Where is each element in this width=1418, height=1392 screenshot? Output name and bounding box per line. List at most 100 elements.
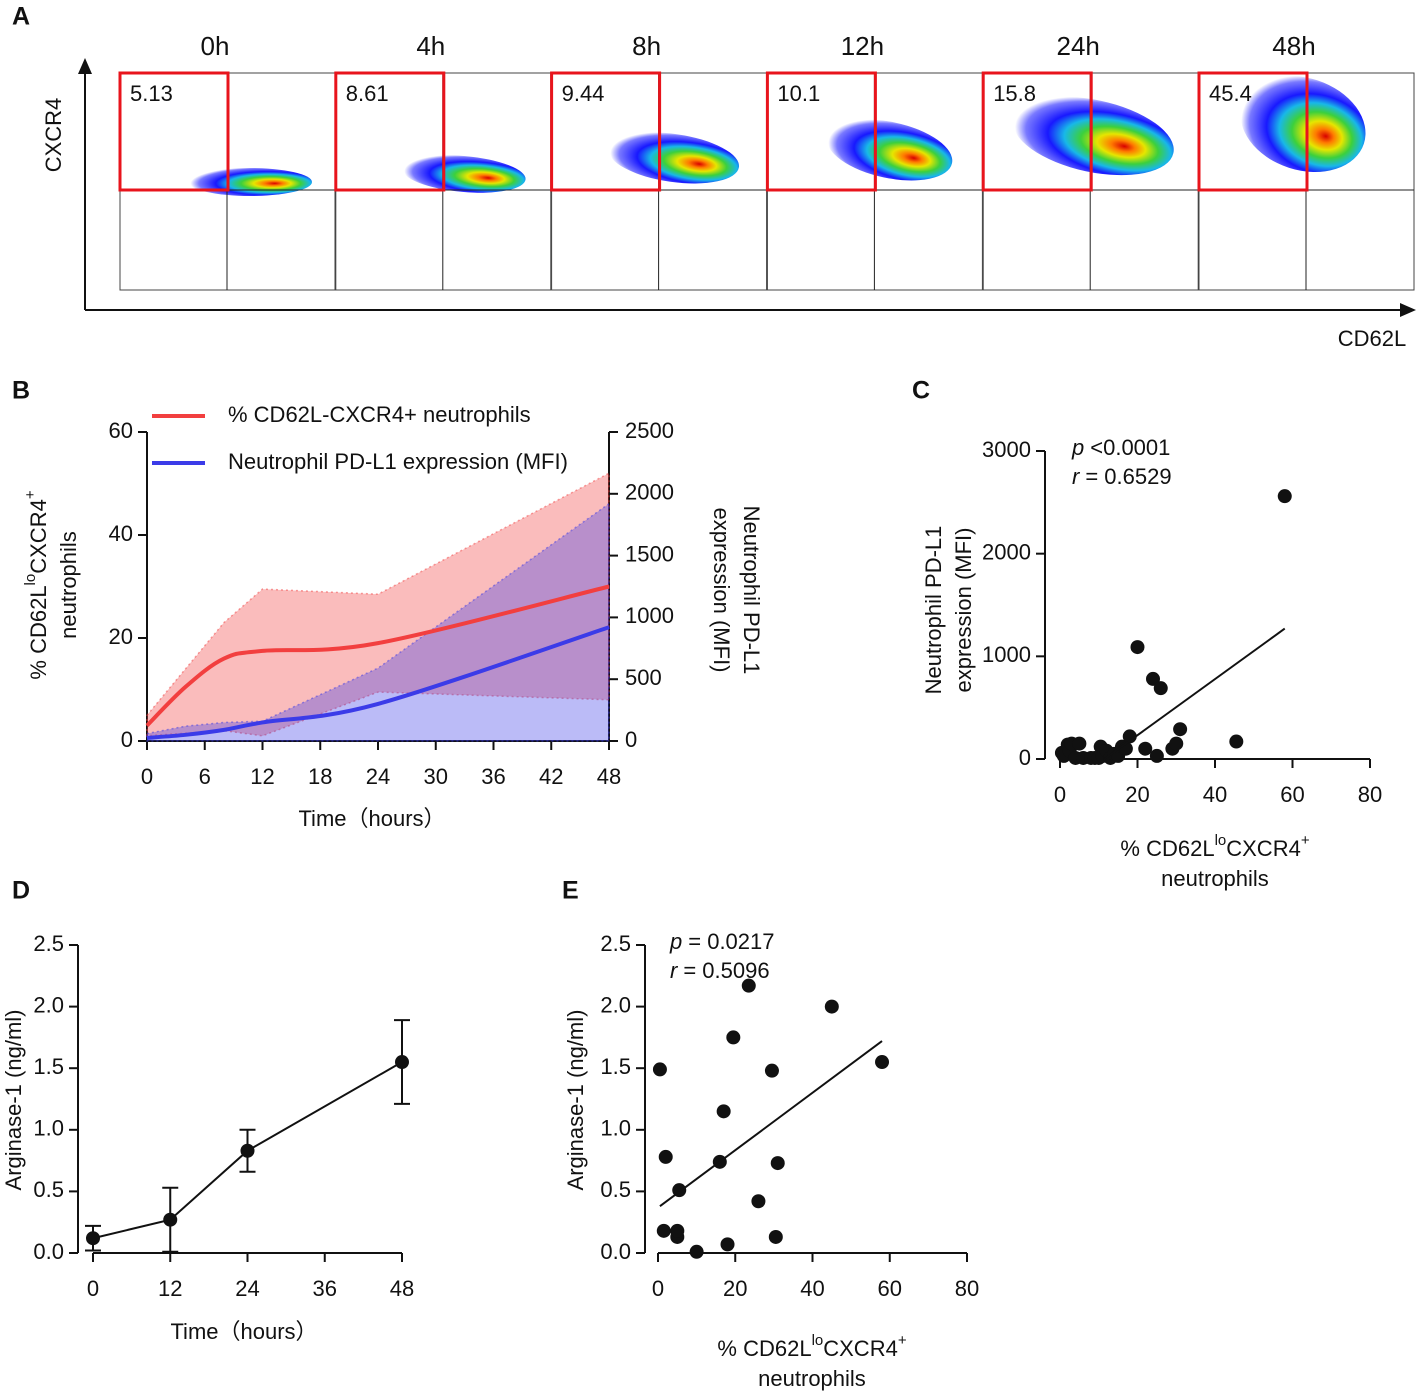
panel-label: C [912, 377, 930, 405]
axis-label-part: Neutrophil PD-L1 [739, 506, 764, 675]
y-tick-label: 1.0 [33, 1116, 64, 1141]
axis-label-group: CD62L [1338, 326, 1406, 351]
axis-label-part: neutrophils [56, 531, 81, 639]
data-point [1072, 736, 1087, 751]
data-point [689, 1244, 704, 1259]
data-point [1169, 736, 1184, 751]
x-tick-label: 20 [723, 1276, 747, 1301]
y2-tick-label: 500 [625, 665, 662, 690]
timepoint-title: 8h [632, 31, 661, 61]
x-tick-label: 60 [878, 1276, 902, 1301]
y-tick-label: 1.0 [600, 1116, 631, 1141]
axis-label-part: Arginase-1 (ng/ml) [1, 1010, 26, 1191]
axis-label-part: Arginase-1 (ng/ml) [563, 1010, 588, 1191]
axis-label-group: Arginase-1 (ng/ml) [1, 1010, 26, 1191]
y-tick-label: 2.5 [600, 931, 631, 956]
annotation-text: = 0.6529 [1085, 464, 1171, 489]
axis-label-group: % CD62LloCXCR4+ neutrophils [717, 1332, 906, 1390]
axis-label-part: neutrophils [758, 1366, 866, 1391]
x-tick-label: 30 [424, 764, 448, 789]
y2-tick-label: 2500 [625, 418, 674, 443]
x-tick-label: 0 [652, 1276, 664, 1301]
gate-percentage: 10.1 [777, 81, 820, 106]
cell-density [1240, 75, 1366, 173]
y-tick-label: 60 [109, 418, 133, 443]
legend-label: Neutrophil PD-L1 expression (MFI) [228, 449, 568, 474]
data-point [163, 1212, 178, 1227]
timepoint-title: 48h [1272, 31, 1315, 61]
annotation: p <0.0001 [1071, 435, 1170, 460]
timepoint-title: 4h [416, 31, 445, 61]
gate [550, 71, 662, 192]
axis-label-part: expression (MFI) [951, 527, 976, 692]
data-point [824, 999, 839, 1014]
axis-label-part: % CD62L [26, 585, 51, 679]
cell-density [1012, 96, 1174, 176]
annotation-text: = 0.0217 [688, 929, 774, 954]
gate [118, 71, 230, 192]
x-tick-label: 60 [1280, 782, 1304, 807]
x-tick-label: 36 [481, 764, 505, 789]
y-tick-label: 2.5 [33, 931, 64, 956]
annotation-stat: r [1072, 464, 1081, 489]
axis-label: expression (MFI) [709, 507, 734, 672]
gate-percentage: 5.13 [130, 81, 173, 106]
axis-label-part: CD62L [1338, 326, 1406, 351]
data-point [658, 1149, 673, 1164]
y-tick-label: 1.5 [33, 1054, 64, 1079]
data-point [1149, 748, 1164, 763]
axis-label-group: Arginase-1 (ng/ml) [563, 1010, 588, 1191]
axis-label: CD62L [1338, 326, 1406, 351]
axis-label-part: CXCR4 [823, 1336, 898, 1361]
axis-label-part: + [22, 490, 39, 499]
axis-label-part: % CD62L [1120, 836, 1214, 861]
axis-label: Time（hours） [170, 1319, 317, 1344]
axis-label: Arginase-1 (ng/ml) [1, 1010, 26, 1191]
panel-label: D [12, 877, 30, 905]
y-tick-label: 20 [109, 624, 133, 649]
data-point [1122, 729, 1137, 744]
gate [334, 71, 446, 192]
x-tick-label: 40 [800, 1276, 824, 1301]
y2-tick-label: 0 [625, 727, 637, 752]
y-tick-label: 40 [109, 521, 133, 546]
axis-label: expression (MFI) [951, 527, 976, 692]
x-tick-label: 0 [87, 1276, 99, 1301]
cell-density [826, 119, 953, 181]
gate [1197, 71, 1309, 192]
gate [765, 71, 877, 192]
data-point [764, 1063, 779, 1078]
x-tick-label: 12 [158, 1276, 182, 1301]
axis-label-part: + [898, 1332, 907, 1349]
axis-label: Arginase-1 (ng/ml) [563, 1010, 588, 1191]
axis-label-part: Time（hours） [298, 806, 445, 831]
axis-label: neutrophils [1161, 866, 1269, 891]
y-tick-label: 2.0 [33, 992, 64, 1017]
annotation: r = 0.6529 [1072, 464, 1172, 489]
x-tick-label: 0 [1054, 782, 1066, 807]
data-point [1138, 741, 1153, 756]
y-tick-label: 1.5 [600, 1054, 631, 1079]
data-point [86, 1231, 100, 1246]
annotation: p = 0.0217 [669, 929, 775, 954]
y2-tick-label: 1500 [625, 541, 674, 566]
axis-label: Neutrophil PD-L1 [921, 526, 946, 695]
y-tick-label: 1000 [982, 642, 1031, 667]
x-tick-label: 80 [1358, 782, 1382, 807]
timepoint-title: 24h [1057, 31, 1100, 61]
series-line [146, 625, 610, 740]
axis-label-part: expression (MFI) [709, 507, 734, 672]
x-tick-label: 20 [1125, 782, 1149, 807]
axis-label-part: neutrophils [1161, 866, 1269, 891]
y2-tick-label: 2000 [625, 480, 674, 505]
axis-label-part: % CD62L [717, 1336, 811, 1361]
data-point [1277, 489, 1292, 504]
annotation-stat: p [1071, 435, 1084, 460]
x-tick-label: 24 [366, 764, 390, 789]
axis-label-group: Time（hours） [298, 806, 445, 831]
data-point [768, 1229, 783, 1244]
data-point [1153, 681, 1168, 696]
